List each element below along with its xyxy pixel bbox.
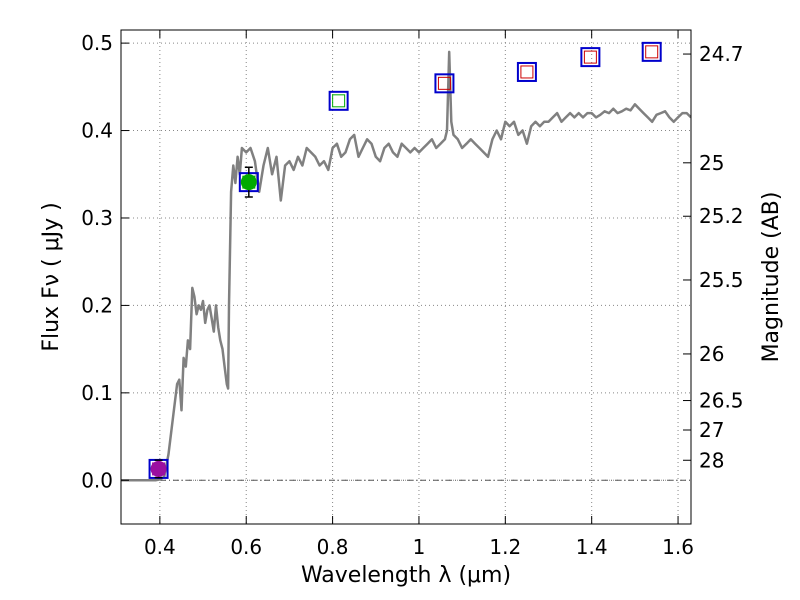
x-tick-label: 1.4 [576, 535, 608, 559]
y-axis-ticks: 0.0 0.1 0.2 0.3 0.4 0.5 [81, 31, 129, 492]
magnitude-tick-label: 26.5 [699, 389, 744, 413]
model-square-inner [583, 50, 597, 64]
model-square-outer [641, 41, 662, 62]
x-tick-label: 0.6 [230, 535, 262, 559]
y-tick-label: 0.1 [81, 381, 113, 405]
model-square-inner [520, 65, 534, 79]
y-tick-label: 0.5 [81, 31, 113, 55]
observed-point [150, 460, 167, 477]
magnitude-tick-label: 25.2 [699, 204, 744, 228]
y-tick-label: 0.4 [81, 119, 113, 143]
y-tick-label: 0.0 [81, 468, 113, 492]
grid-lines [121, 30, 691, 524]
spectrum-line [121, 50, 691, 482]
model-square-outer [434, 73, 455, 94]
magnitude-tick-label: 25 [699, 151, 724, 175]
y-tick-label: 0.2 [81, 293, 113, 317]
plot-frame [120, 29, 692, 525]
model-square-outer [580, 47, 601, 68]
model-square-inner [437, 76, 451, 90]
magnitude-tick-label: 26 [699, 342, 724, 366]
observed-point [240, 174, 257, 191]
magnitude-axis-ticks: 24.7 25 25.2 25.5 26 26.5 27 28 [683, 42, 744, 472]
magnitude-axis-title: Magnitude (AB) [759, 192, 784, 363]
x-tick-label: 1.6 [662, 535, 694, 559]
magnitude-tick-label: 25.5 [699, 268, 744, 292]
x-axis-title: Wavelength λ (μm) [301, 563, 511, 588]
model-square-inner [332, 94, 346, 108]
x-tick-label: 0.8 [317, 535, 349, 559]
x-tick-label: 0.4 [144, 535, 176, 559]
magnitude-tick-label: 28 [699, 448, 724, 472]
x-axis-ticks: 0.4 0.6 0.8 1 1.2 1.4 1.6 [144, 30, 694, 559]
magnitude-tick-label: 27 [699, 418, 724, 442]
y-axis-title: Flux Fν ( μJy ) [39, 202, 64, 351]
magnitude-tick-label: 24.7 [699, 42, 744, 66]
model-square-inner [645, 45, 659, 59]
plot-area [121, 41, 691, 482]
x-tick-label: 1.2 [489, 535, 521, 559]
model-square-outer [328, 90, 349, 111]
x-tick-label: 1 [413, 535, 426, 559]
observed-photometry-points [150, 166, 257, 479]
y-tick-label: 0.3 [81, 206, 113, 230]
model-square-outer [516, 61, 537, 82]
